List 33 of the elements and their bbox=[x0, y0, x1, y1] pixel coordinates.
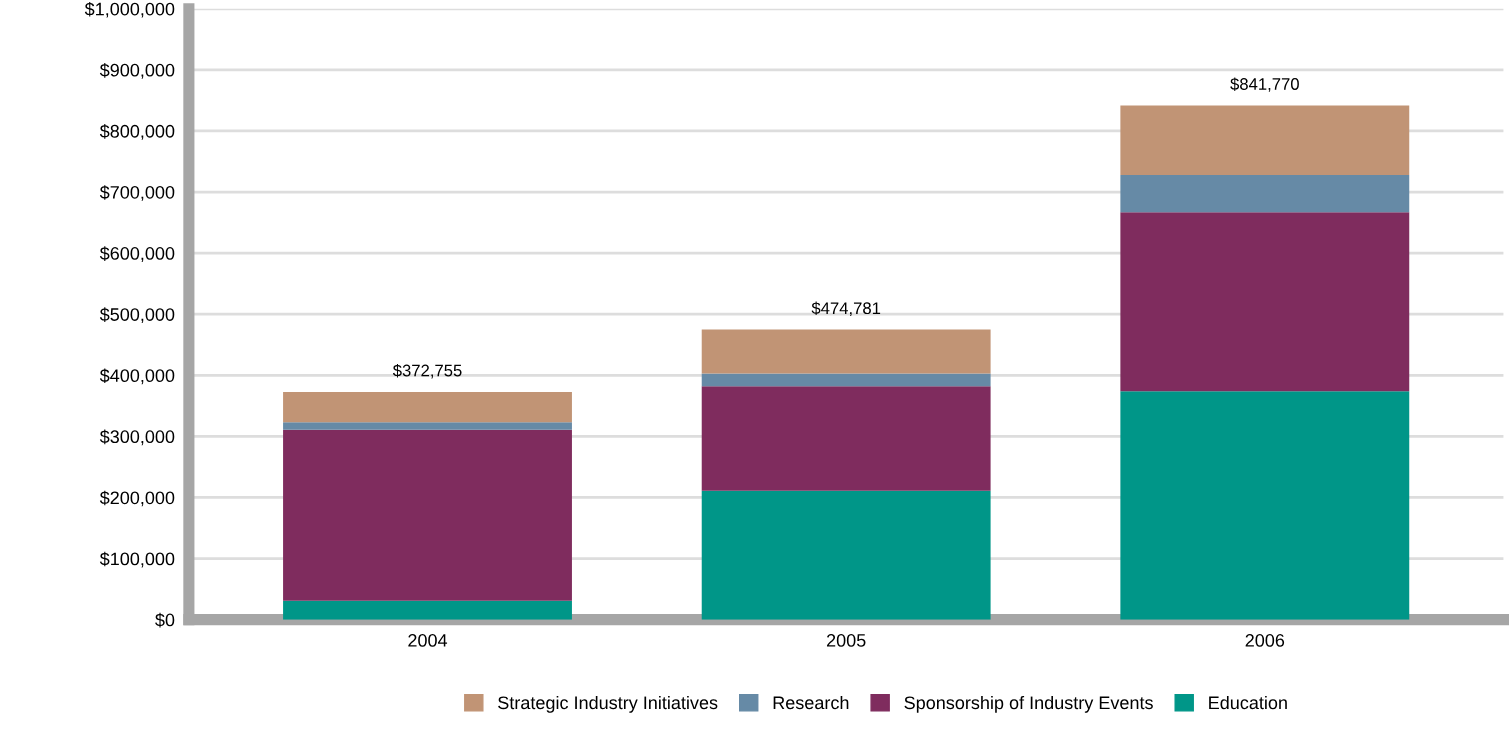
legend-label: Strategic Industry Initiatives bbox=[498, 695, 718, 713]
y-tick-label: $1,000,000 bbox=[84, 1, 175, 18]
bar bbox=[701, 373, 991, 387]
x-tick-label: 2004 bbox=[408, 634, 448, 647]
x-tick-label: 2006 bbox=[1245, 634, 1285, 647]
bar bbox=[701, 329, 991, 374]
total-label: $372,755 bbox=[392, 363, 462, 379]
legend-label: Sponsorship of Industry Events bbox=[904, 695, 1153, 713]
y-tick-label: $500,000 bbox=[99, 307, 175, 324]
legend-label: Research bbox=[773, 695, 849, 710]
bar bbox=[1120, 212, 1410, 392]
bar bbox=[701, 386, 991, 491]
y-tick-label: $200,000 bbox=[99, 490, 175, 507]
bar bbox=[1120, 391, 1410, 620]
legend-label: Education bbox=[1209, 695, 1287, 710]
x-tick-label: 2005 bbox=[826, 634, 866, 647]
bar bbox=[283, 391, 572, 423]
bar bbox=[701, 490, 991, 620]
y-tick-label: $800,000 bbox=[99, 124, 175, 140]
y-tick-label: $900,000 bbox=[99, 63, 175, 79]
bar bbox=[283, 422, 572, 430]
y-tick-label: $400,000 bbox=[99, 368, 175, 385]
y-tick-label: $700,000 bbox=[99, 185, 175, 201]
total-label: $474,781 bbox=[811, 301, 881, 317]
y-tick-label: $600,000 bbox=[99, 246, 175, 262]
bar bbox=[1120, 105, 1410, 175]
y-tick-label: $0 bbox=[155, 612, 175, 628]
bar bbox=[1120, 174, 1410, 213]
bar bbox=[283, 600, 572, 620]
total-label: $841,770 bbox=[1230, 77, 1299, 92]
bar bbox=[283, 429, 572, 601]
y-tick-label: $300,000 bbox=[99, 429, 175, 446]
y-tick-label: $100,000 bbox=[99, 551, 175, 568]
